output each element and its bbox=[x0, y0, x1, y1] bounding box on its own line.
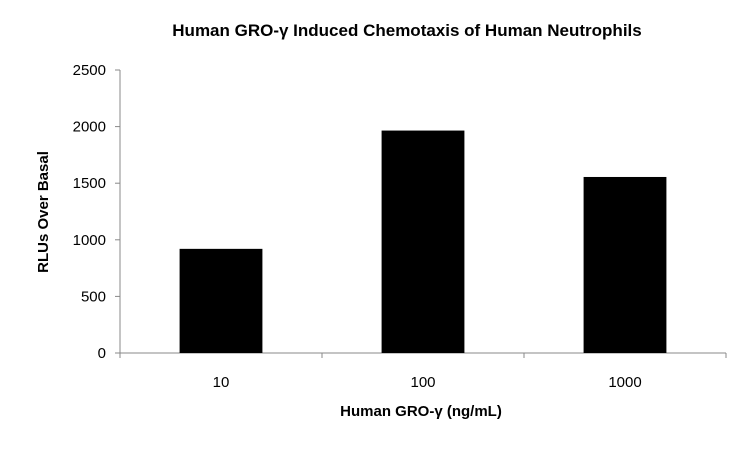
bar-1000 bbox=[583, 176, 667, 353]
y-tick-label: 0 bbox=[98, 345, 106, 362]
bars bbox=[179, 130, 667, 353]
chart-title: Human GRO-γ Induced Chemotaxis of Human … bbox=[172, 21, 641, 40]
y-axis-title: RLUs Over Basal bbox=[35, 151, 52, 273]
y-tick-label: 1500 bbox=[73, 175, 106, 192]
y-tick-label: 2000 bbox=[73, 119, 106, 136]
y-tick-label: 2500 bbox=[73, 62, 106, 79]
x-tick-label: 1000 bbox=[608, 374, 641, 391]
bar-10 bbox=[179, 248, 263, 353]
y-tick-label: 1000 bbox=[73, 232, 106, 249]
y-tick-label: 500 bbox=[81, 288, 106, 305]
y-axis: 0 500 1000 1500 2000 2500 bbox=[73, 62, 121, 362]
x-axis: 10 100 1000 bbox=[119, 352, 727, 391]
bar-100 bbox=[381, 130, 465, 353]
x-tick-label: 10 bbox=[213, 374, 230, 391]
x-axis-title: Human GRO-γ (ng/mL) bbox=[340, 403, 502, 420]
x-tick-label: 100 bbox=[410, 374, 435, 391]
